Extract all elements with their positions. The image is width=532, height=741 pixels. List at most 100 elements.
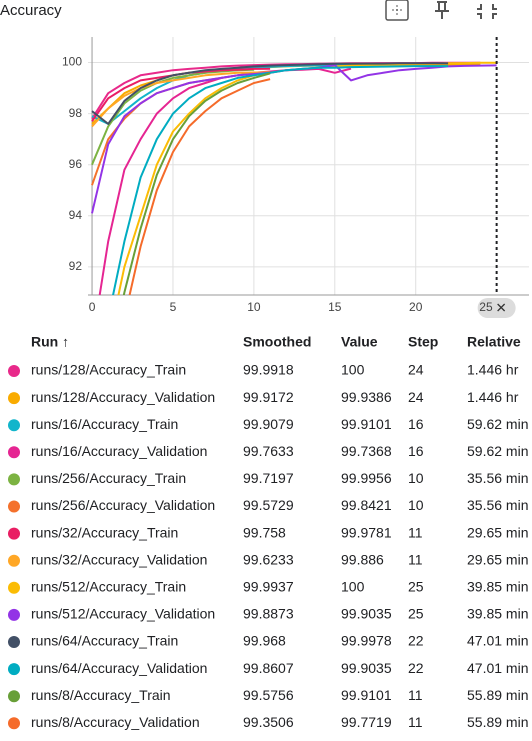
table: Run ↑ Smoothed Value Step Relative runs/128/A…	[8, 334, 528, 730]
cell: 11	[408, 714, 423, 730]
cell: 29.65 min	[467, 551, 528, 567]
run-color-dot	[8, 473, 20, 486]
series-line	[91, 68, 254, 166]
cell: 99.9079	[243, 416, 294, 432]
y-tick-label: 98	[69, 106, 83, 120]
cell: 99.9035	[341, 660, 392, 676]
cell: 99.9101	[341, 416, 392, 432]
plot: 92 94 96 98 100 0 5 10 15 20 25	[62, 37, 529, 318]
cell: 11	[408, 524, 423, 540]
cell: 99.8607	[243, 660, 294, 676]
series-line	[122, 72, 271, 295]
lines	[91, 61, 497, 295]
cell: 100	[341, 362, 365, 378]
y-tick-label: 100	[62, 55, 82, 69]
run-color-dot	[8, 527, 20, 540]
toolbar[interactable]	[385, 0, 497, 21]
cell: 99.9918	[243, 362, 294, 378]
cell: 11	[408, 687, 423, 703]
column-header: Step	[408, 334, 438, 350]
x-tick-label: 15	[328, 300, 342, 314]
run-color-dot	[8, 554, 20, 567]
run-name: runs/512/Accuracy_Validation	[31, 606, 215, 622]
cell: 99.6233	[243, 551, 294, 567]
x-tick-label: 5	[170, 300, 177, 314]
cell: 99.7197	[243, 470, 294, 486]
run-color-dot	[8, 636, 20, 648]
run-name: runs/64/Accuracy_Validation	[31, 660, 207, 676]
run-name: runs/128/Accuracy_Validation	[31, 389, 215, 405]
run-color-dot	[8, 663, 20, 676]
series-line	[112, 65, 449, 295]
cell: 24	[408, 362, 424, 378]
x-tick-label: 10	[247, 300, 261, 314]
cell: 99.7719	[341, 714, 392, 730]
cell: 99.9172	[243, 389, 294, 405]
run-color-dot	[8, 500, 20, 513]
column-header: Relative	[467, 334, 521, 350]
cell: 10	[408, 470, 424, 486]
run-color-dot	[8, 690, 20, 703]
y-tick-label: 92	[69, 259, 83, 273]
run-name: runs/64/Accuracy_Train	[31, 633, 178, 649]
run-color-dot	[8, 419, 20, 432]
cell: 99.8873	[243, 606, 294, 622]
run-name: runs/8/Accuracy_Train	[31, 687, 171, 703]
run-name: runs/128/Accuracy_Train	[31, 362, 186, 378]
cell: 99.886	[341, 551, 384, 567]
cell: 39.85 min	[467, 579, 528, 595]
run-name: runs/256/Accuracy_Validation	[31, 497, 215, 513]
cell: 99.9035	[341, 606, 392, 622]
cell: 35.56 min	[467, 497, 528, 513]
run-name: runs/32/Accuracy_Train	[31, 524, 178, 540]
series-line	[91, 71, 271, 128]
run-name: runs/16/Accuracy_Validation	[31, 443, 207, 459]
cell: 99.758	[243, 524, 286, 540]
series-line	[91, 62, 449, 125]
cell: 10	[408, 497, 424, 513]
column-header: Run ↑	[31, 334, 69, 350]
fullscreen-button[interactable]	[477, 4, 497, 19]
run-color-dot	[8, 392, 20, 405]
y-tick-label: 94	[69, 208, 83, 222]
run-name: runs/256/Accuracy_Train	[31, 470, 186, 486]
cell: 16	[408, 416, 424, 432]
cell: 22	[408, 660, 424, 676]
cursor-label: 25	[479, 300, 493, 314]
cell: 99.5756	[243, 687, 294, 703]
series-line	[128, 78, 271, 295]
column-header: Value	[341, 334, 378, 350]
run-color-dot	[8, 608, 20, 621]
cell: 99.9101	[341, 687, 392, 703]
run-color-dot	[8, 581, 20, 594]
cell: 99.8421	[341, 497, 392, 513]
chart-title: Accuracy	[0, 2, 62, 19]
run-color-dot	[8, 446, 20, 459]
fit-button[interactable]	[385, 0, 409, 21]
run-color-dot	[8, 717, 20, 730]
x-tick-label: 0	[89, 300, 96, 314]
cell: 99.9978	[341, 633, 392, 649]
cell: 99.7368	[341, 443, 392, 459]
run-name: runs/8/Accuracy_Validation	[31, 714, 200, 730]
cell: 99.968	[243, 633, 286, 649]
cell: 55.89 min	[467, 687, 528, 703]
cell: 100	[341, 579, 365, 595]
run-name: runs/512/Accuracy_Train	[31, 579, 186, 595]
cell: 99.9956	[341, 470, 392, 486]
fit-icon	[392, 5, 402, 15]
cell: 35.56 min	[467, 470, 528, 486]
cell: 99.9386	[341, 389, 392, 405]
cell: 16	[408, 443, 424, 459]
cursor-close	[497, 303, 506, 312]
cell: 59.62 min	[467, 416, 528, 432]
pin-button[interactable]	[435, 1, 449, 19]
cell: 99.7633	[243, 443, 294, 459]
cell: 22	[408, 633, 424, 649]
cell: 25	[408, 579, 424, 595]
run-name: runs/16/Accuracy_Train	[31, 416, 178, 432]
cell: 47.01 min	[467, 633, 528, 649]
column-header: Smoothed	[243, 334, 311, 350]
cell: 39.85 min	[467, 606, 528, 622]
